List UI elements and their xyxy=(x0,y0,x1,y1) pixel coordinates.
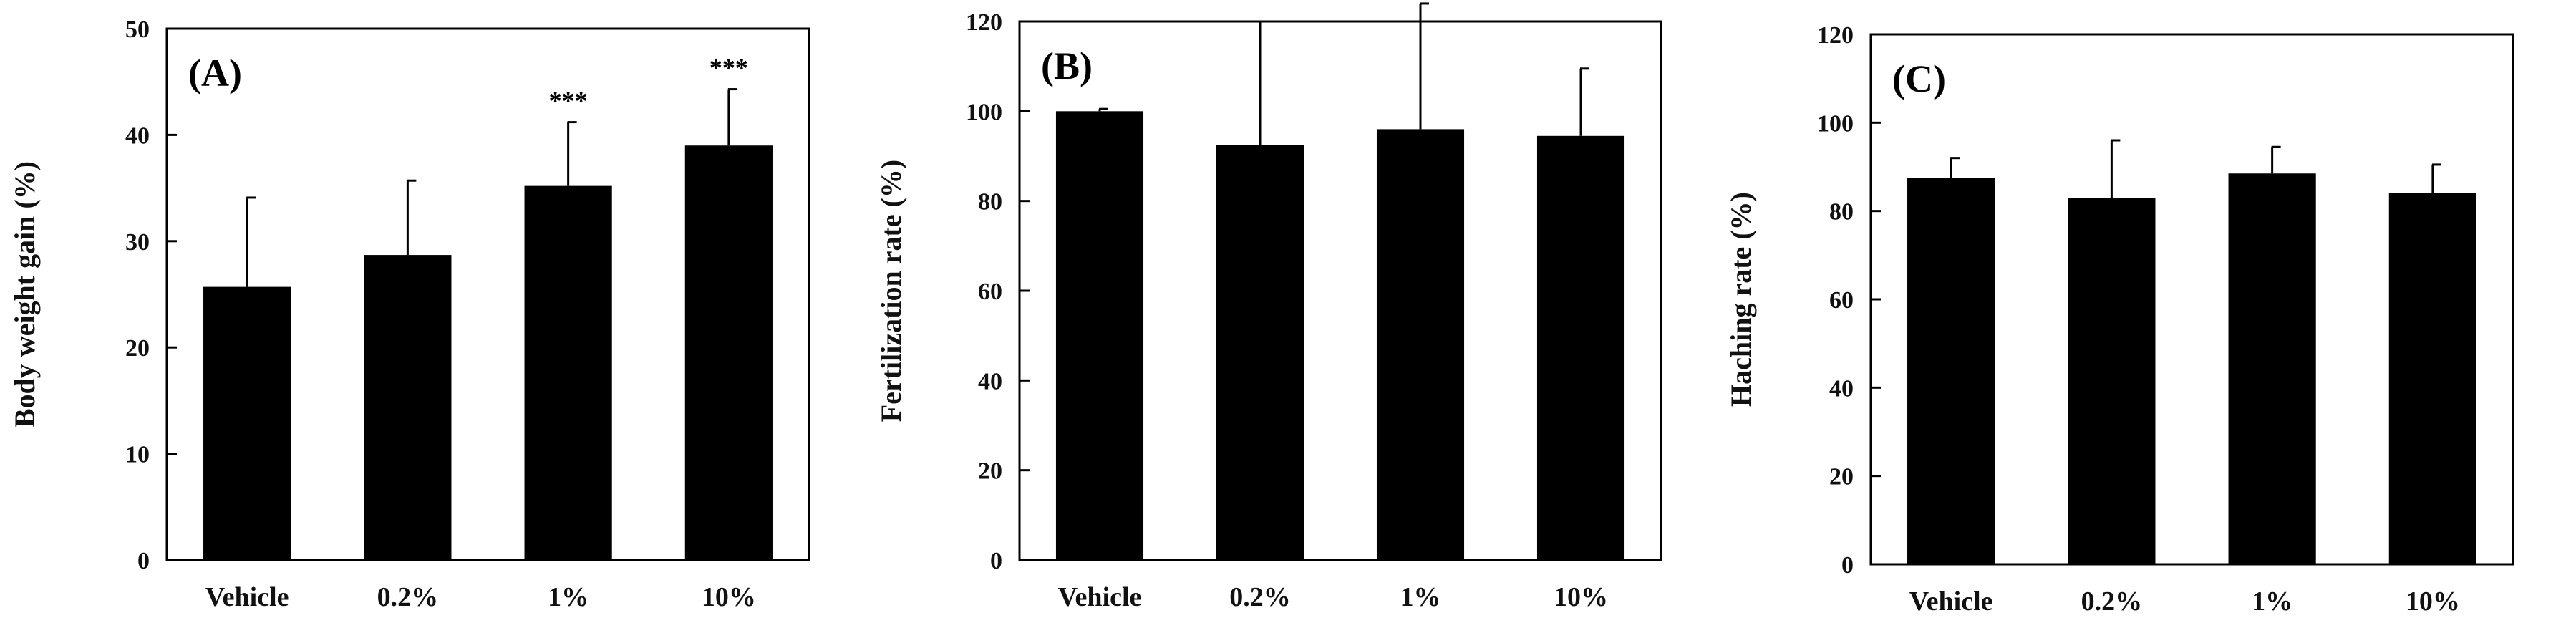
panel-a-y-tick-label: 40 xyxy=(125,122,150,149)
panel-c-category-label: 10% xyxy=(2406,586,2460,617)
panel-c-y-tick-label: 0 xyxy=(1841,552,1854,579)
panel-b-bar xyxy=(1376,129,1465,560)
panel-b-bar xyxy=(1216,145,1304,561)
panel-a-y-tick-label: 50 xyxy=(125,16,150,43)
panel-b-category-label: Vehicle xyxy=(1058,582,1142,612)
panel-c-y-tick-label: 80 xyxy=(1829,199,1854,226)
panel-c-y-tick-label: 20 xyxy=(1829,464,1854,491)
panel-b-y-tick-label: 120 xyxy=(966,9,1002,36)
panel-c-bar xyxy=(1907,178,1995,564)
panel-b-y-tick-label: 40 xyxy=(978,368,1002,395)
panel-a-category-label: 1% xyxy=(548,582,589,612)
panel-a-tag: (A) xyxy=(188,52,242,95)
panel-a-category-label: 0.2% xyxy=(377,582,439,612)
panel-a-bar xyxy=(684,145,773,561)
panel-b-category-label: 0.2% xyxy=(1229,582,1291,612)
panel-b-bar xyxy=(1536,135,1625,561)
panel-a-y-tick-label: 20 xyxy=(125,335,150,362)
panel-b-y-tick-label: 20 xyxy=(978,458,1002,485)
panel-a-bar xyxy=(203,286,291,560)
panel-c-bar xyxy=(2068,198,2156,564)
panel-a-y-tick-label: 0 xyxy=(137,548,150,574)
panel-b-tag: (B) xyxy=(1041,44,1093,87)
panel-b-category-label: 1% xyxy=(1400,582,1441,612)
panel-a-category-label: 10% xyxy=(702,582,756,612)
panel-a-bar xyxy=(524,185,612,561)
panel-c-y-tick-label: 120 xyxy=(1817,22,1854,49)
panel-a-significance-label: *** xyxy=(710,54,748,82)
panel-c-category-label: Vehicle xyxy=(1909,586,1993,617)
panel-a-y-tick-label: 30 xyxy=(125,229,150,256)
panel-c-bar xyxy=(2388,193,2476,564)
panel-c-y-tick-label: 60 xyxy=(1829,287,1854,314)
panel-b-y-axis-label: Fertilization rate (%) xyxy=(875,160,907,422)
panel-b-bar xyxy=(1055,111,1144,561)
panel-a-y-tick-label: 10 xyxy=(125,442,150,468)
panel-a-frame xyxy=(165,27,810,561)
panel-c-category-label: 1% xyxy=(2252,586,2292,617)
panel-a-category-label: Vehicle xyxy=(205,582,289,612)
panel-c-y-tick-label: 100 xyxy=(1817,110,1854,137)
panel-b-y-tick-label: 60 xyxy=(978,279,1002,305)
panel-b-y-tick-label: 100 xyxy=(966,99,1002,125)
panel-c-y-axis-label: Haching rate (%) xyxy=(1725,192,1757,407)
panel-a-bar xyxy=(364,255,452,560)
panel-b-y-tick-label: 0 xyxy=(990,548,1002,574)
panel-a-significance-label: *** xyxy=(549,87,588,115)
panel-a-y-axis-label: Body weight gain (%) xyxy=(9,161,41,427)
panel-c-y-tick-label: 40 xyxy=(1829,375,1854,402)
panel-c-bar xyxy=(2228,173,2316,564)
panel-b-category-label: 10% xyxy=(1554,582,1608,612)
panel-c-tag: (C) xyxy=(1892,57,1946,100)
panel-b-y-tick-label: 80 xyxy=(978,189,1002,216)
panel-c-category-label: 0.2% xyxy=(2081,586,2143,617)
